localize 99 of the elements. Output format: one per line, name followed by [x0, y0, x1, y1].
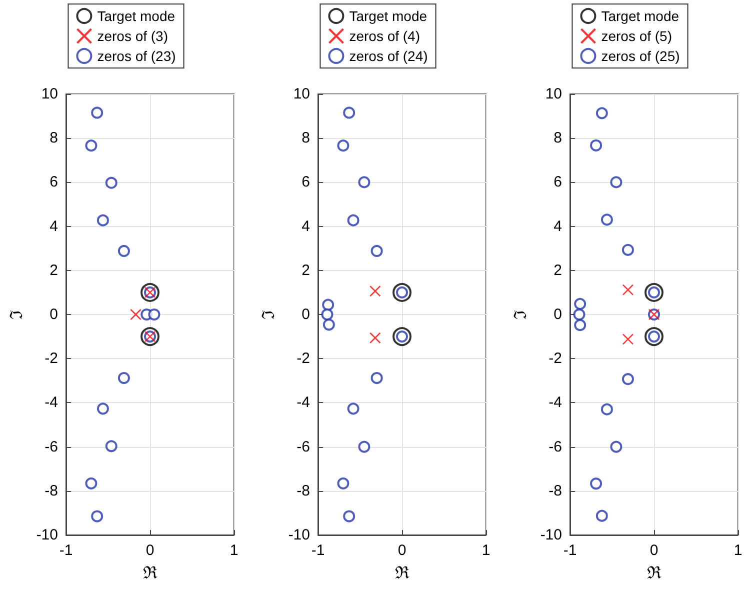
point	[343, 106, 356, 119]
point	[358, 176, 370, 188]
point	[118, 245, 130, 257]
x-axis-title: ℜ	[647, 564, 662, 584]
point	[596, 107, 608, 120]
point	[96, 214, 109, 226]
y-tick-label: -4	[296, 394, 310, 412]
y-tick-label: 6	[302, 174, 310, 191]
point	[573, 308, 586, 320]
point	[574, 298, 586, 310]
x-tick-label: -1	[563, 542, 577, 559]
point	[622, 373, 634, 386]
point	[105, 440, 118, 452]
y-tick-label: 4	[554, 218, 562, 235]
y-tick-label: 8	[554, 130, 562, 147]
point	[610, 440, 622, 453]
y-tick-label: -2	[44, 350, 58, 368]
point	[337, 140, 350, 152]
point	[370, 245, 383, 257]
y-tick-label: -10	[540, 526, 562, 544]
y-tick-label: 2	[554, 262, 562, 279]
point	[96, 402, 109, 415]
point	[322, 318, 335, 331]
point	[130, 308, 142, 320]
point	[622, 334, 634, 345]
y-tick-label: -10	[288, 526, 310, 544]
y-tick-label: -6	[296, 438, 310, 456]
point	[622, 244, 634, 256]
legend-label: zeros of (23)	[97, 48, 176, 64]
x-tick-label: -1	[311, 542, 325, 559]
x-tick-label: 0	[398, 542, 406, 559]
y-tick-label: 2	[302, 262, 310, 279]
point	[622, 284, 634, 296]
y-axis-title: ℑ	[6, 310, 27, 320]
y-tick-label: -6	[44, 438, 58, 456]
y-tick-label: 0	[302, 306, 310, 323]
point	[600, 214, 613, 226]
y-tick-label: 0	[554, 306, 562, 323]
point	[148, 308, 160, 320]
point	[337, 477, 350, 490]
point	[370, 372, 383, 384]
point	[369, 332, 381, 344]
point	[596, 510, 608, 522]
point	[590, 139, 602, 152]
legend-label: zeros of (4)	[349, 28, 420, 44]
y-tick-label: 4	[50, 218, 58, 235]
x-tick-label: 1	[734, 542, 742, 559]
y-tick-label: 0	[50, 306, 58, 323]
legend-label: zeros of (3)	[97, 28, 168, 44]
legend-label: zeros of (25)	[601, 48, 680, 64]
point	[574, 319, 586, 332]
y-tick-label: 2	[50, 262, 58, 279]
y-tick-label: 8	[50, 130, 58, 147]
x-axis-title: ℜ	[395, 564, 410, 584]
point	[322, 298, 334, 311]
point	[85, 140, 98, 152]
point	[343, 510, 356, 522]
point	[358, 440, 370, 453]
y-tick-label: 6	[554, 174, 562, 191]
point	[105, 176, 118, 189]
y-tick-label: -4	[548, 394, 562, 412]
point	[590, 478, 602, 490]
point	[85, 477, 98, 490]
y-tick-label: 10	[41, 86, 58, 102]
y-tick-label: 10	[545, 86, 562, 102]
y-tick-label: 8	[302, 130, 310, 147]
y-tick-label: -10	[36, 526, 58, 544]
x-axis-title: ℜ	[143, 564, 158, 584]
point	[91, 106, 104, 119]
point	[321, 308, 334, 320]
legend-label: Target mode	[97, 8, 176, 24]
x-tick-label: 1	[230, 542, 238, 559]
y-axis-title: ℑ	[510, 310, 531, 320]
legend-label: zeros of (5)	[601, 28, 672, 44]
y-tick-label: -2	[296, 350, 310, 368]
y-tick-label: -2	[548, 350, 562, 368]
point	[610, 176, 622, 188]
point	[91, 510, 104, 522]
legend-label: Target mode	[601, 8, 680, 24]
point	[347, 402, 360, 415]
x-tick-label: 0	[146, 542, 154, 559]
legend-label: zeros of (24)	[349, 48, 428, 64]
y-tick-label: -6	[548, 438, 562, 456]
y-axis-title: ℑ	[258, 310, 279, 320]
y-tick-label: -8	[296, 482, 310, 500]
point	[600, 403, 613, 416]
legend-label: Target mode	[349, 8, 428, 24]
point	[347, 214, 360, 226]
y-tick-label: -8	[548, 482, 562, 500]
y-tick-label: -8	[44, 482, 58, 500]
x-tick-label: 0	[650, 542, 658, 559]
point	[118, 372, 130, 384]
y-tick-label: 6	[50, 174, 58, 191]
y-tick-label: -4	[44, 394, 58, 412]
x-tick-label: 1	[482, 542, 490, 559]
point	[369, 285, 381, 297]
y-tick-label: 10	[293, 86, 310, 102]
y-tick-label: 4	[302, 218, 310, 235]
x-tick-label: -1	[59, 542, 73, 559]
